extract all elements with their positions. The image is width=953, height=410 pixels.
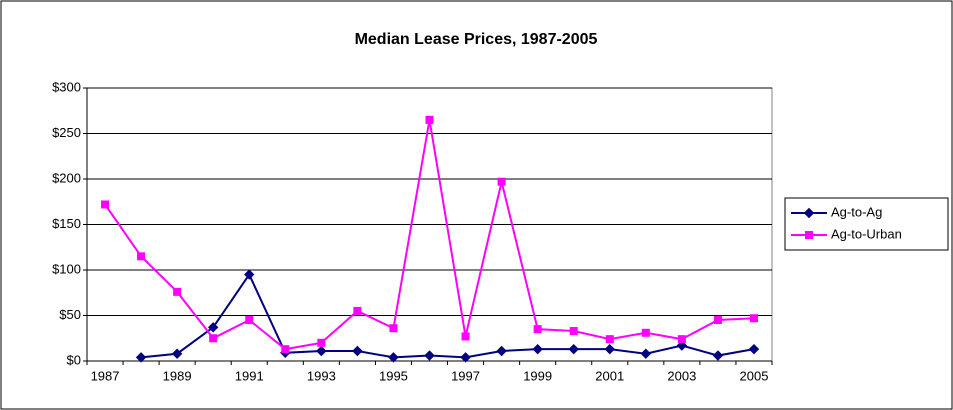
y-tick-label: $300 [52,79,81,94]
y-tick-label: $50 [59,307,81,322]
marker [677,335,686,344]
x-tick-label: 1995 [379,368,408,383]
marker [424,350,435,361]
marker [244,269,255,280]
y-tick-label: $200 [52,170,81,185]
x-tick-label: 1993 [307,368,336,383]
marker [281,345,290,354]
marker [425,115,434,124]
marker [460,352,471,363]
marker [569,326,578,335]
marker [605,335,614,344]
marker [713,316,722,325]
marker [101,200,110,209]
y-tick-label: $0 [67,352,81,367]
x-tick-label: 1997 [451,368,480,383]
y-tick-label: $150 [52,216,81,231]
marker [604,343,615,355]
marker [461,332,470,341]
y-tick-label: $250 [52,125,81,140]
legend-marker [803,207,815,219]
marker [352,345,363,357]
x-tick-label: 1989 [163,368,192,383]
legend-marker [805,231,813,239]
marker [207,322,219,333]
chart-title: Median Lease Prices, 1987-2005 [355,31,598,48]
marker [389,324,398,333]
x-tick-label: 1987 [91,368,120,383]
marker [135,352,147,363]
series-line [140,272,755,359]
marker [497,177,506,186]
marker [676,340,688,351]
marker [712,350,724,361]
x-tick-label: 1999 [523,368,552,383]
marker [640,348,652,359]
marker [532,343,543,355]
marker [748,343,760,355]
marker [749,314,758,323]
marker [316,345,327,357]
x-tick-label: 2001 [595,368,624,383]
legend-label: Ag-to-Ag [831,204,882,219]
x-tick-label: 1991 [235,368,264,383]
marker [173,287,182,296]
x-tick-label: 2003 [667,368,696,383]
legend-label: Ag-to-Urban [831,226,902,241]
marker [641,328,650,337]
marker [209,334,218,343]
marker [568,343,579,355]
marker [533,325,542,334]
marker [171,348,183,359]
x-tick-label: 2005 [740,368,769,383]
marker [353,306,362,315]
marker [496,345,507,357]
y-tick-label: $100 [52,261,81,276]
marker [137,252,146,261]
marker [317,338,326,347]
legend-box [784,197,949,251]
marker [245,316,254,325]
marker [388,352,399,363]
